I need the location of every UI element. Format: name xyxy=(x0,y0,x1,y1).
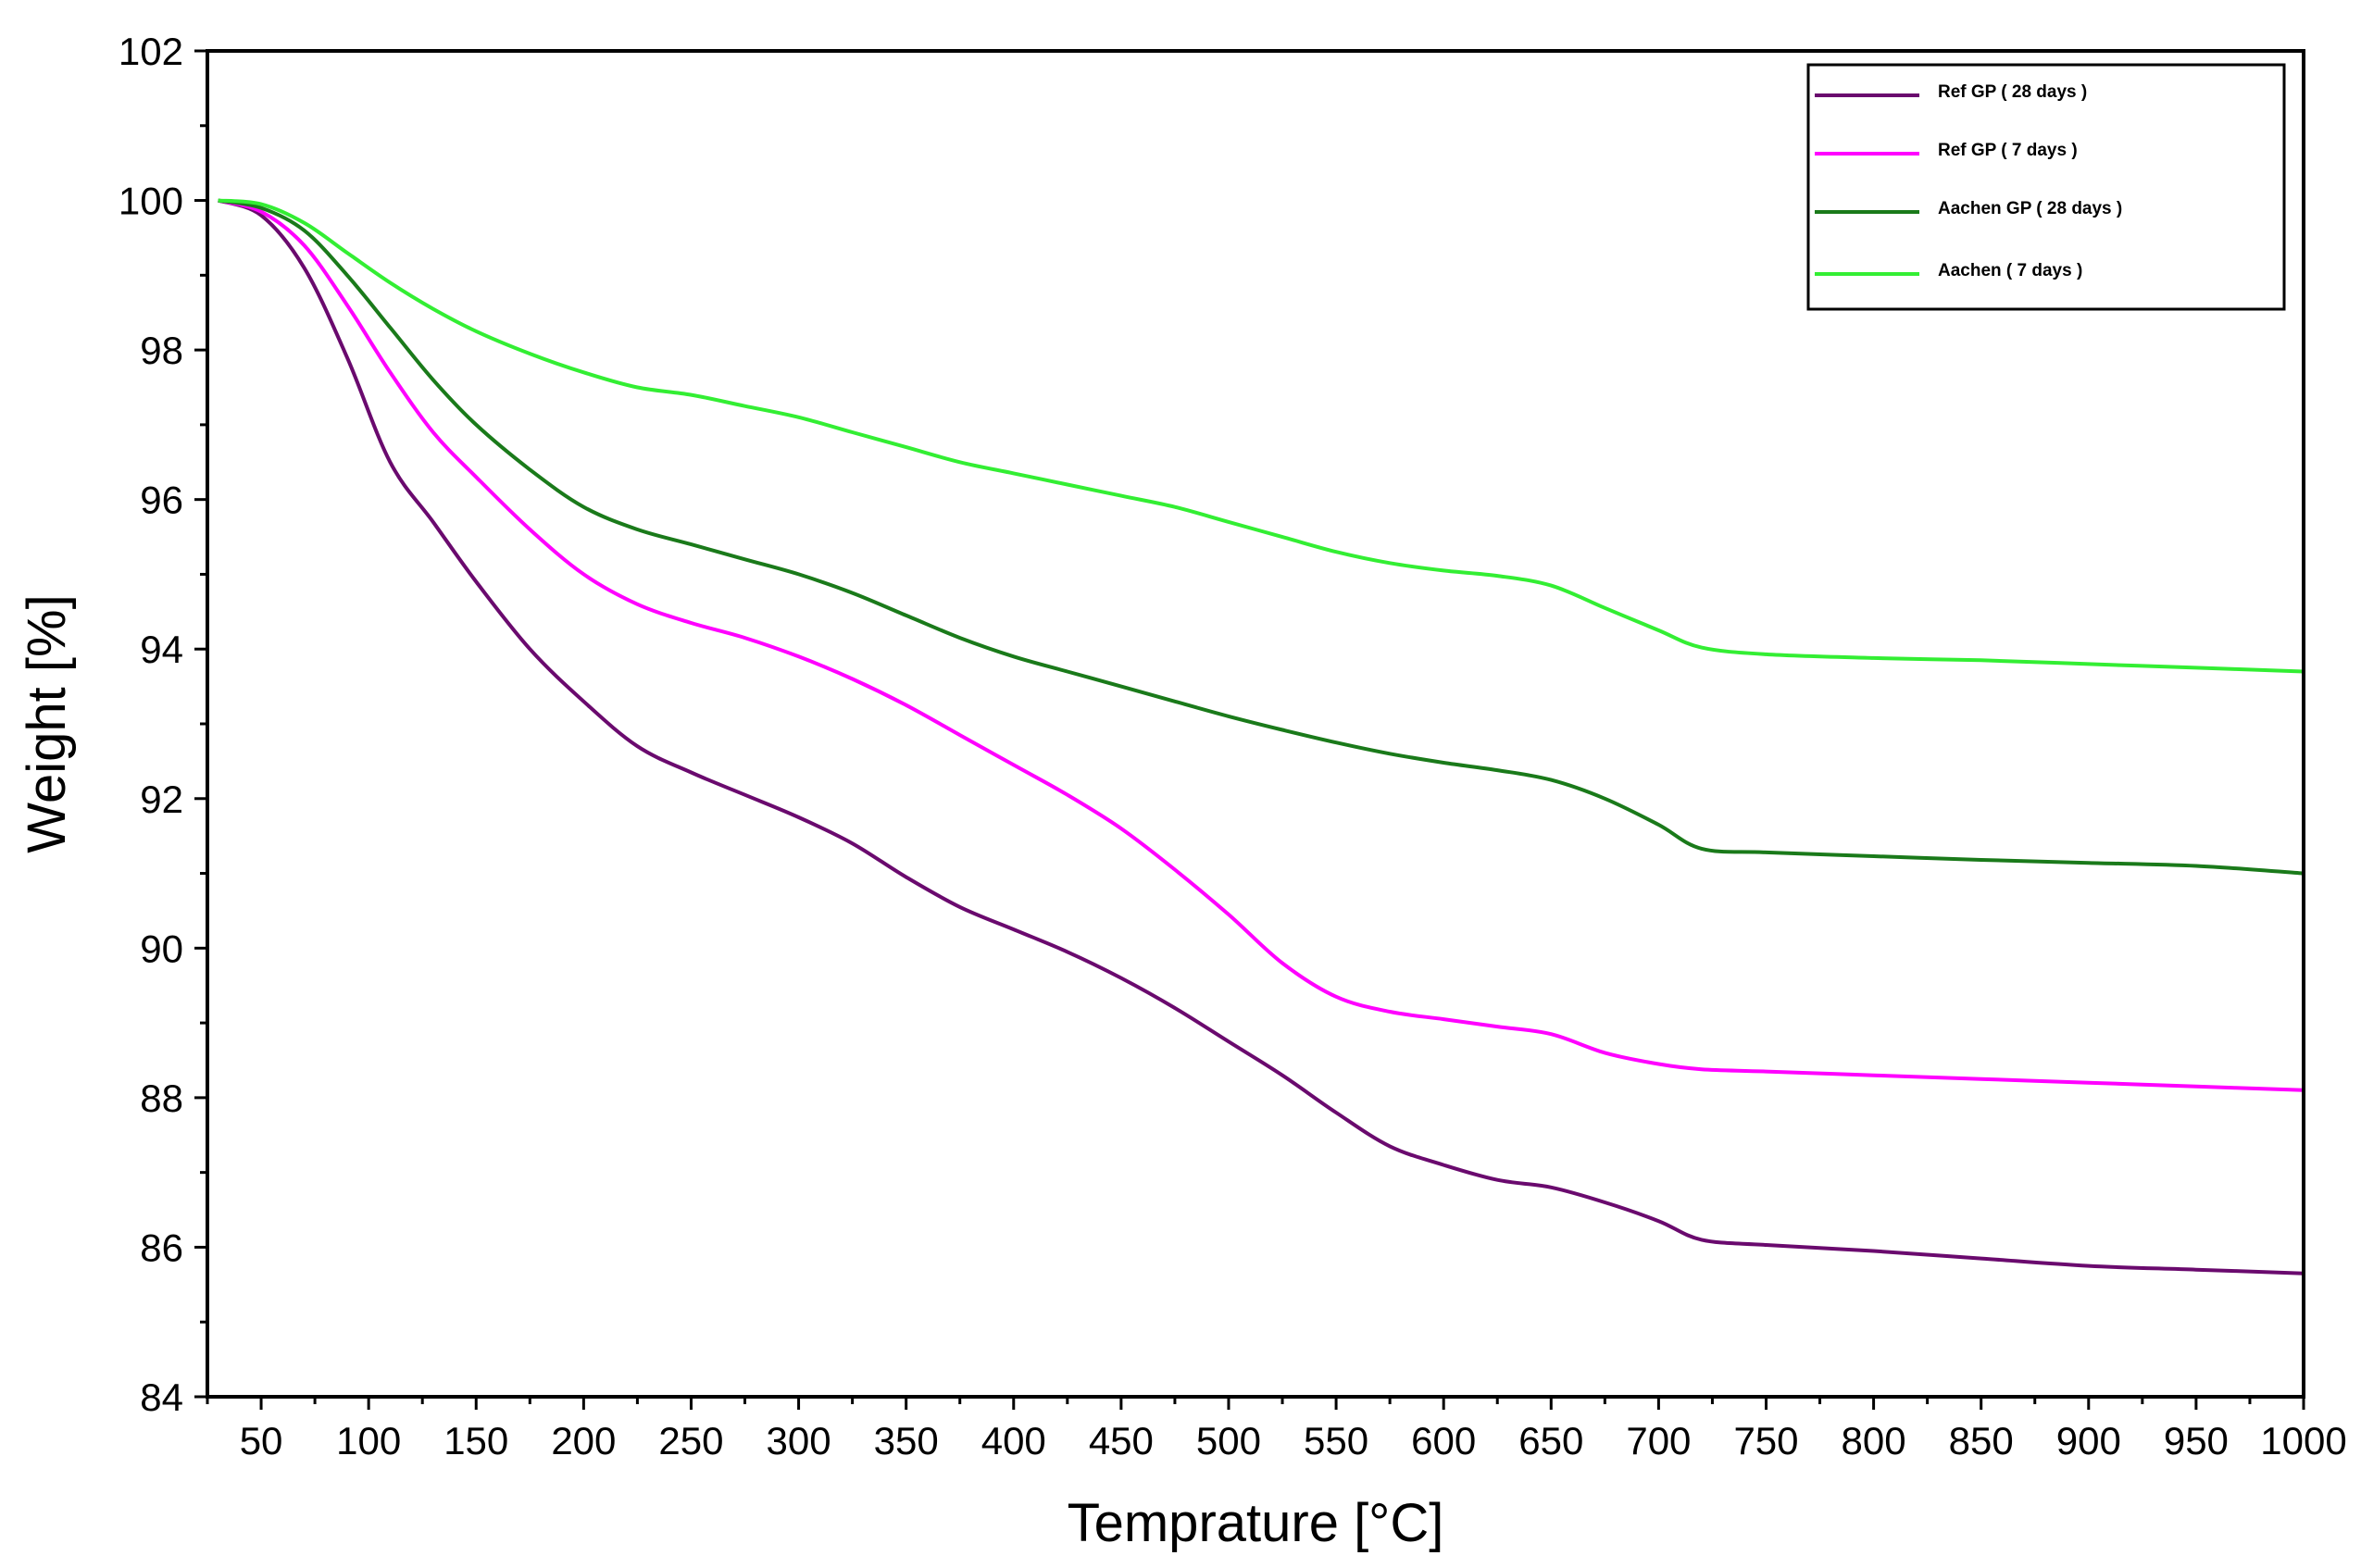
legend: Ref GP ( 28 days ) Ref GP ( 7 days ) Aache… xyxy=(1806,63,2286,311)
y-tick-label: 86 xyxy=(140,1226,183,1269)
series-line-aachen-gp-28-days xyxy=(218,198,2305,876)
legend-label: Ref GP ( 7 days ) xyxy=(1938,141,2078,160)
x-tick-label: 800 xyxy=(1842,1419,1906,1462)
series-line-ref-gp-28-days xyxy=(217,198,2305,1276)
x-tick-label: 900 xyxy=(2056,1419,2121,1462)
x-tick-label: 250 xyxy=(658,1419,723,1462)
y-tick-label: 88 xyxy=(140,1076,183,1120)
y-tick-label: 96 xyxy=(140,479,183,522)
y-tick-label: 98 xyxy=(140,329,183,372)
y-tick-label: 84 xyxy=(140,1375,183,1419)
y-tick-label: 102 xyxy=(119,30,183,73)
x-tick-label: 700 xyxy=(1626,1419,1691,1462)
x-tick-label: 600 xyxy=(1411,1419,1476,1462)
plot-frame xyxy=(206,49,2305,1399)
x-tick-label: 750 xyxy=(1733,1419,1798,1462)
x-tick-label: 450 xyxy=(1089,1419,1154,1462)
legend-label: Ref GP ( 28 days ) xyxy=(1938,82,2087,102)
x-tick-label: 100 xyxy=(336,1419,401,1462)
x-tick-label: 150 xyxy=(443,1419,508,1462)
series-line-aachen-7-days xyxy=(218,198,2305,674)
x-tick-label: 350 xyxy=(874,1419,939,1462)
x-tick-label: 850 xyxy=(1949,1419,2014,1462)
x-tick-label: 1000 xyxy=(2260,1419,2346,1462)
x-tick-label: 950 xyxy=(2164,1419,2229,1462)
axes-layer: 50 100 150 200 250 300 350 400 450 500 550 600 650 70… xyxy=(119,30,2347,1462)
y-tick-label: 90 xyxy=(140,927,183,970)
x-tick-label: 550 xyxy=(1304,1419,1368,1462)
y-tick-label: 94 xyxy=(140,628,183,671)
y-tick-label: 92 xyxy=(140,778,183,821)
x-tick-label: 650 xyxy=(1518,1419,1583,1462)
y-tick-label: 100 xyxy=(119,180,183,223)
x-tick-label: 300 xyxy=(767,1419,831,1462)
x-axis-title: Temprature [°C] xyxy=(1068,1493,1444,1553)
x-tick-label: 200 xyxy=(551,1419,616,1462)
x-tick-label: 50 xyxy=(240,1419,283,1462)
legend-box xyxy=(1806,63,2286,311)
y-axis-title: Weight [%] xyxy=(17,594,77,852)
legend-label: Aachen GP ( 28 days ) xyxy=(1938,199,2122,218)
series-layer xyxy=(217,198,2305,1276)
legend-label: Aachen ( 7 days ) xyxy=(1938,261,2082,280)
series-line-ref-gp-7-days xyxy=(218,198,2305,1092)
x-tick-label: 400 xyxy=(981,1419,1046,1462)
x-tick-label: 500 xyxy=(1196,1419,1261,1462)
